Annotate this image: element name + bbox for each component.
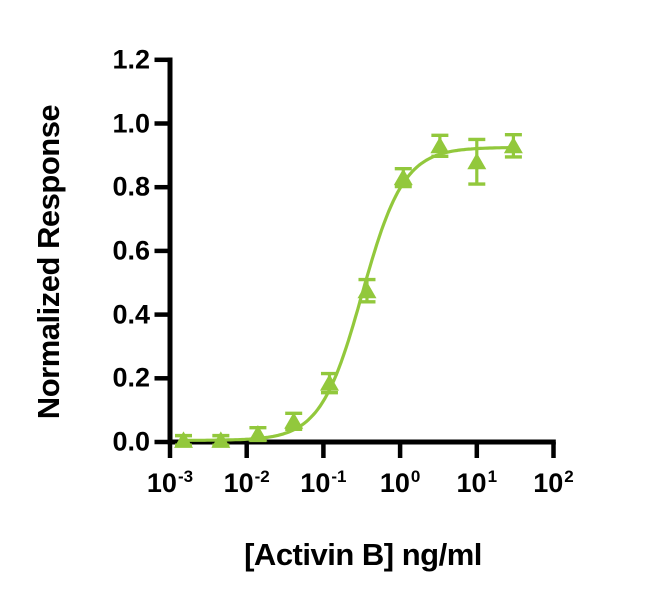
y-tick-label-0.0: 0.0 <box>112 426 150 457</box>
y-tick-label-1.2: 1.2 <box>112 44 150 75</box>
fit-curve <box>181 146 515 442</box>
x-axis-title: [Activin B] ng/ml <box>244 537 482 572</box>
x-tick-label-10e0: 100 <box>379 467 421 498</box>
y-tick-label-0.8: 0.8 <box>112 171 150 202</box>
y-tick-label-0.4: 0.4 <box>112 299 150 330</box>
x-tick-label-10e2: 102 <box>533 467 574 498</box>
x-tick-label-10e-3: 10-3 <box>146 467 194 498</box>
x-tick-label-10e-1: 10-1 <box>300 467 347 498</box>
data-point-triangle-marker <box>430 136 450 154</box>
y-axis-title: Normalized Response <box>31 104 66 420</box>
y-tick-label-0.2: 0.2 <box>112 362 150 393</box>
x-tick-label-10e-2: 10-2 <box>223 467 270 498</box>
x-tick-label-10e1: 101 <box>456 467 498 498</box>
y-tick-label-1.0: 1.0 <box>112 108 150 138</box>
data-point-triangle-marker <box>284 412 304 429</box>
data-point-triangle-marker <box>393 168 413 186</box>
y-tick-label-0.6: 0.6 <box>112 235 150 266</box>
data-point-triangle-marker <box>211 431 231 448</box>
data-point-triangle-marker <box>248 425 268 442</box>
data-point-triangle-marker <box>319 374 339 391</box>
data-point-triangle-marker <box>467 152 487 170</box>
data-point-triangle-marker <box>503 136 523 154</box>
data-point-triangle-marker <box>357 281 377 299</box>
data-point-triangle-marker <box>174 431 194 448</box>
